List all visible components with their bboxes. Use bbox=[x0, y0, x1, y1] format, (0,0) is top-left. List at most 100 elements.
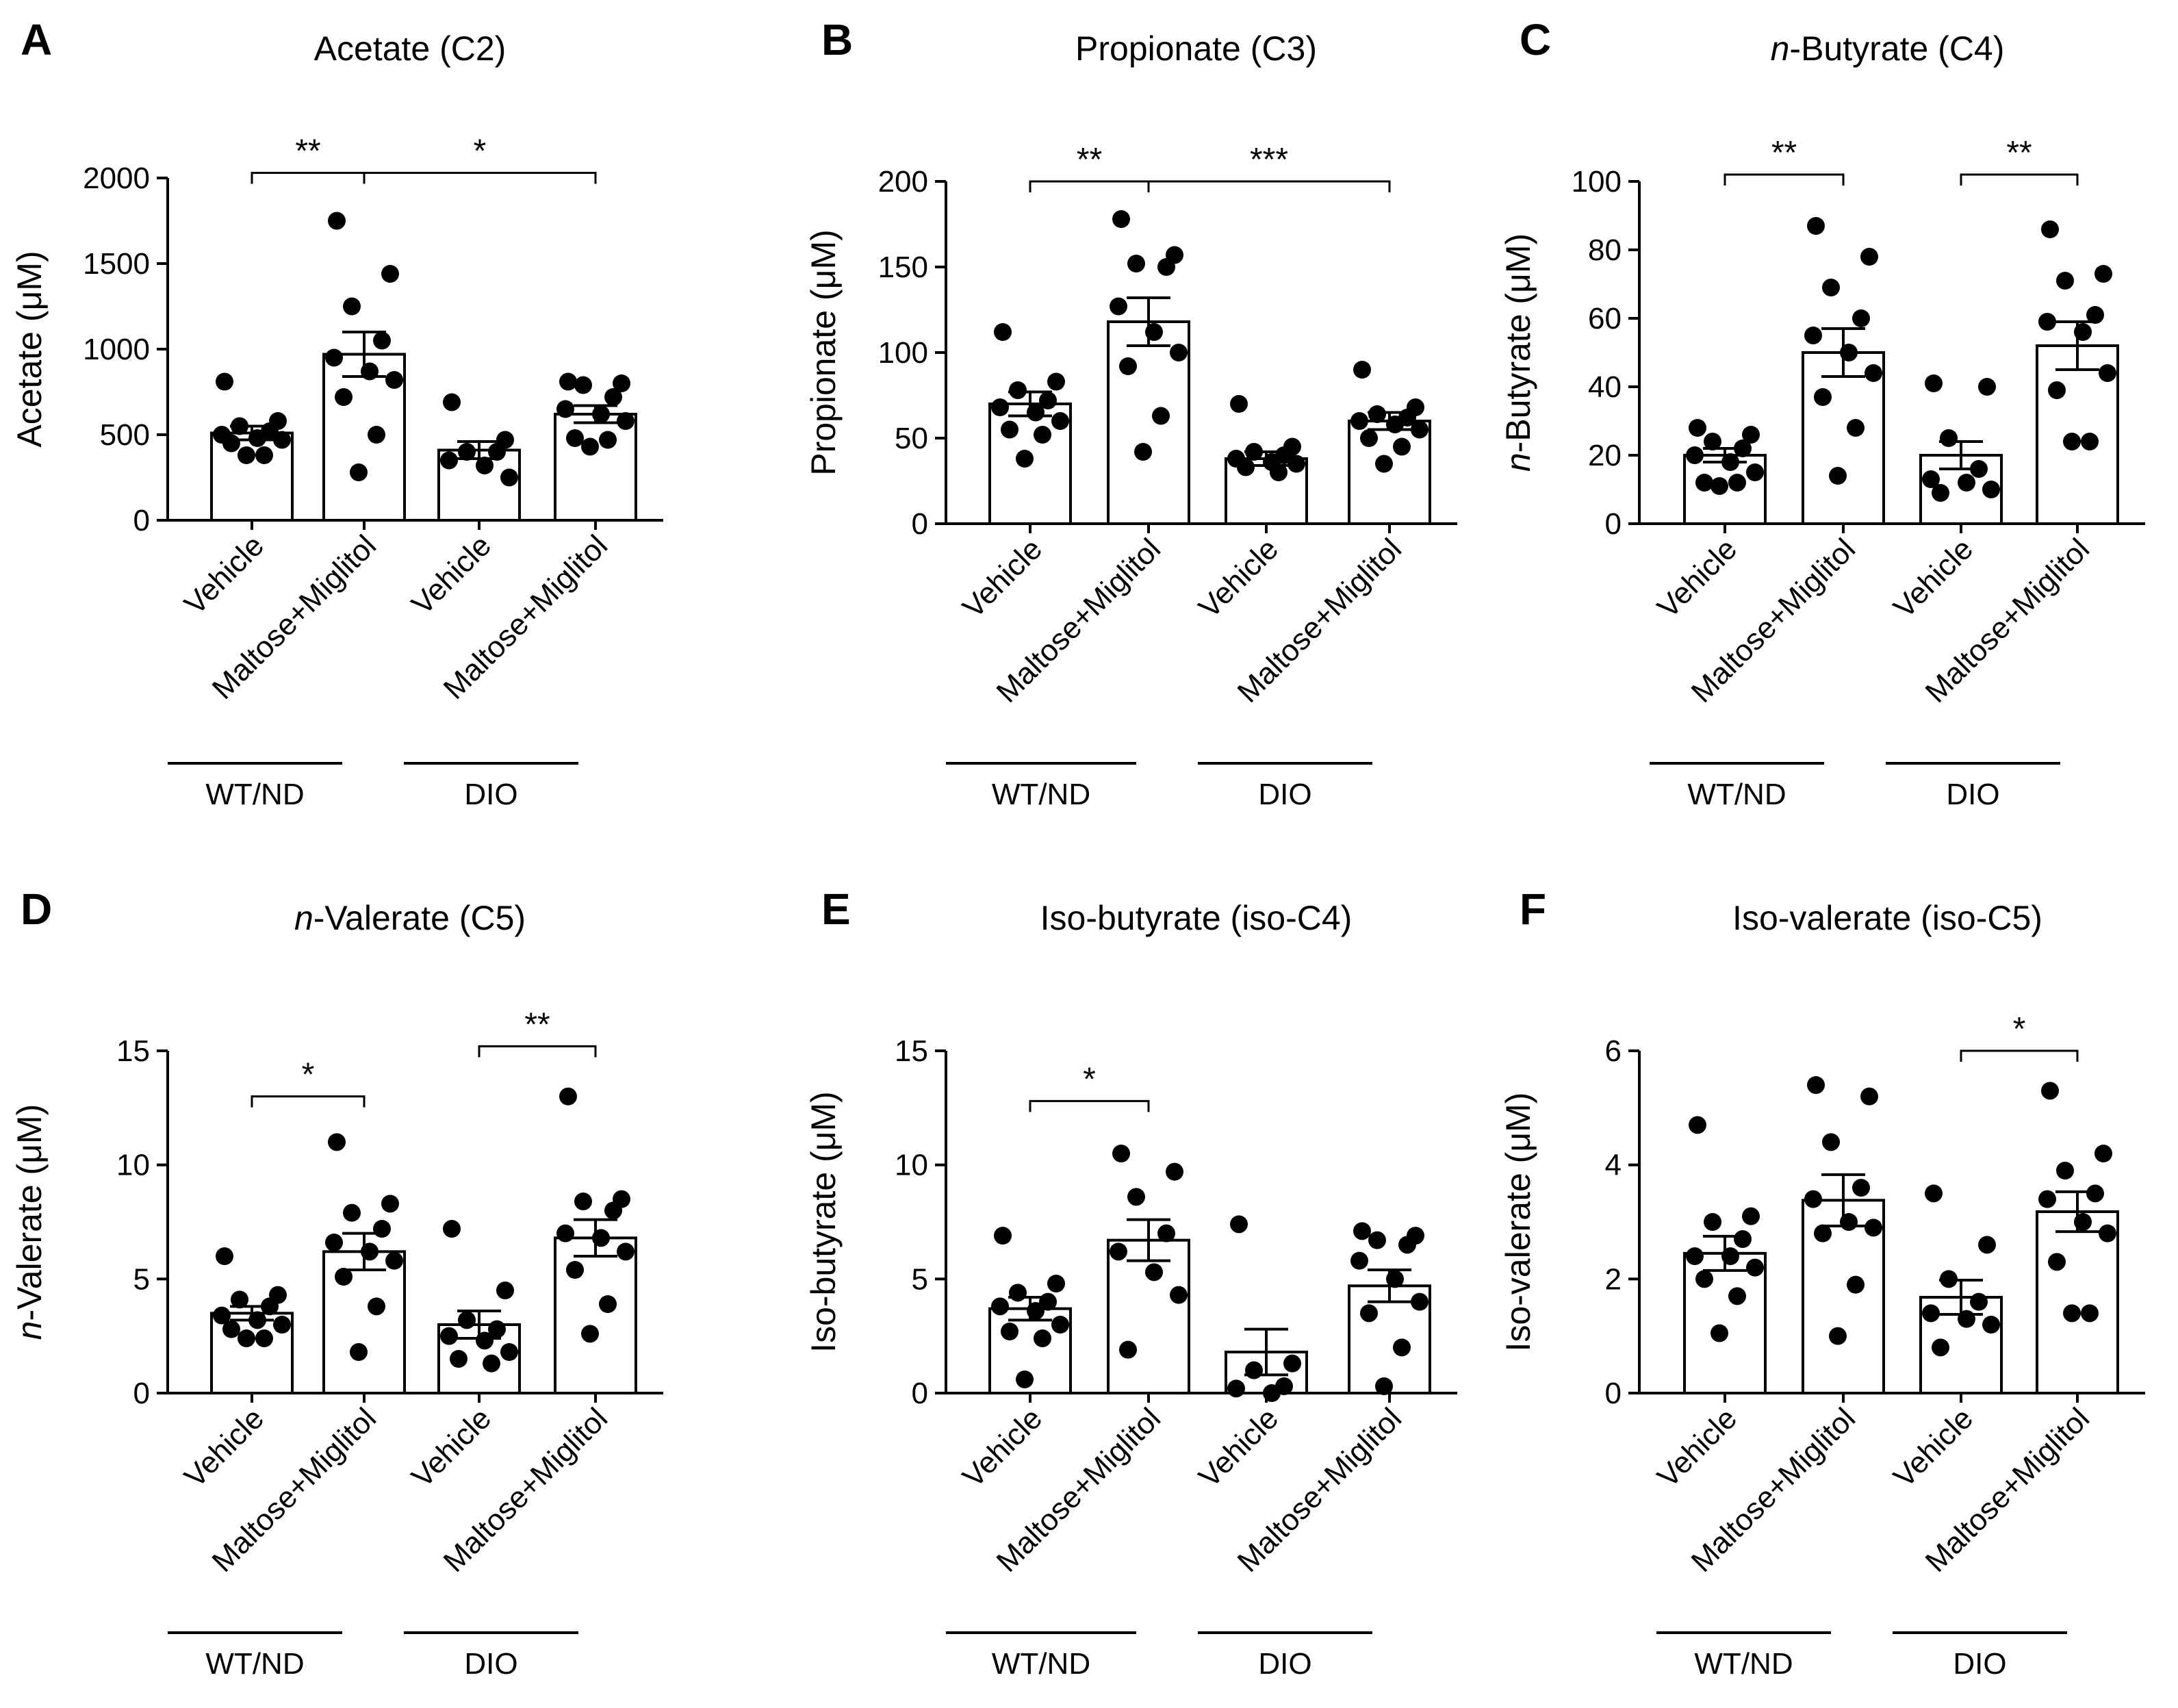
data-point bbox=[1958, 474, 1975, 492]
y-tick-label: 100 bbox=[1572, 165, 1622, 199]
y-tick-label: 5 bbox=[912, 1262, 928, 1296]
y-tick-label: 0 bbox=[1605, 507, 1622, 541]
data-point bbox=[1932, 484, 1949, 502]
data-point bbox=[1051, 1316, 1069, 1334]
data-point bbox=[1940, 1270, 1958, 1288]
chart-title: Propionate (C3) bbox=[1075, 29, 1317, 68]
data-point bbox=[476, 1331, 494, 1350]
group-label: DIO bbox=[1946, 778, 1999, 811]
data-point bbox=[617, 412, 635, 430]
data-point bbox=[599, 1295, 617, 1313]
data-point bbox=[361, 1242, 379, 1261]
data-point bbox=[1852, 1179, 1870, 1197]
data-point bbox=[368, 1297, 385, 1316]
y-tick-label: 5 bbox=[133, 1262, 150, 1296]
data-point bbox=[238, 446, 255, 464]
bar bbox=[1107, 1238, 1190, 1395]
data-point bbox=[2094, 1145, 2112, 1162]
data-point bbox=[1034, 1329, 1051, 1347]
data-point bbox=[1145, 323, 1163, 341]
significance-bracket bbox=[1724, 173, 1845, 186]
data-point bbox=[1847, 419, 1865, 437]
significance-bracket bbox=[251, 172, 366, 184]
data-point bbox=[1398, 1236, 1416, 1254]
y-tick-label: 20 bbox=[1588, 439, 1622, 472]
significance-bracket bbox=[478, 1045, 597, 1058]
data-point bbox=[1411, 1292, 1428, 1311]
panel-a: A Acetate (C2) Acetate (μM) 0 500 1000 1500 20… bbox=[10, 15, 663, 811]
data-point bbox=[1746, 463, 1764, 481]
y-axis-label: n-Butyrate (μM) bbox=[1499, 233, 1537, 472]
category-label: Vehicle bbox=[956, 532, 1049, 624]
data-point bbox=[255, 1329, 273, 1347]
y-tick-label: 0 bbox=[912, 507, 928, 541]
data-point bbox=[1127, 1188, 1145, 1206]
data-point bbox=[500, 1343, 518, 1361]
data-point bbox=[1283, 1354, 1301, 1373]
significance-label: ** bbox=[524, 1006, 550, 1043]
data-point bbox=[381, 1195, 399, 1213]
category-label: Vehicle bbox=[1887, 1401, 1980, 1494]
data-point bbox=[991, 398, 1009, 416]
data-point bbox=[2081, 1304, 2099, 1323]
data-point bbox=[1728, 1287, 1746, 1305]
data-point bbox=[1287, 455, 1305, 473]
data-point bbox=[1814, 1224, 1832, 1242]
data-point bbox=[1807, 1076, 1825, 1094]
data-point bbox=[1982, 1316, 2000, 1334]
data-point bbox=[2081, 433, 2099, 450]
significance-bracket bbox=[1960, 1049, 2079, 1062]
data-point bbox=[1734, 439, 1752, 457]
data-point bbox=[1695, 1270, 1713, 1288]
panel-letter: F bbox=[1520, 884, 1546, 934]
data-point bbox=[350, 1343, 368, 1361]
data-point bbox=[2041, 220, 2059, 238]
data-point bbox=[1704, 1213, 1721, 1231]
y-tick-label: 80 bbox=[1588, 233, 1622, 267]
data-point bbox=[604, 1201, 622, 1220]
title-italic-part: n bbox=[294, 899, 313, 937]
group-label: WT/ND bbox=[205, 1647, 304, 1681]
data-point bbox=[559, 1087, 577, 1106]
category-label: Vehicle bbox=[405, 528, 498, 621]
data-point bbox=[443, 1220, 461, 1238]
data-point bbox=[1127, 255, 1145, 272]
data-point bbox=[1051, 412, 1069, 430]
data-point bbox=[1742, 426, 1760, 444]
data-point bbox=[1157, 1224, 1175, 1242]
significance-bracket bbox=[1029, 180, 1150, 192]
chart-title: Iso-valerate (iso-C5) bbox=[1732, 899, 2042, 937]
data-point bbox=[1970, 1292, 1988, 1311]
data-point bbox=[1027, 1302, 1045, 1320]
data-point bbox=[213, 1306, 231, 1325]
data-point bbox=[381, 265, 399, 283]
data-point bbox=[328, 212, 346, 230]
data-point bbox=[1119, 1340, 1137, 1359]
data-point bbox=[2099, 364, 2116, 382]
data-point bbox=[368, 426, 385, 444]
y-tick-label: 10 bbox=[116, 1149, 150, 1182]
data-point bbox=[216, 1247, 233, 1265]
significance-label: *** bbox=[1250, 142, 1288, 178]
data-point bbox=[1393, 437, 1411, 456]
data-point bbox=[617, 1242, 635, 1261]
data-point bbox=[1721, 453, 1739, 471]
data-point bbox=[556, 400, 574, 418]
group-label: WT/ND bbox=[1687, 778, 1786, 811]
data-point bbox=[1166, 1162, 1183, 1181]
data-point bbox=[1840, 1213, 1858, 1231]
data-point bbox=[1804, 327, 1822, 344]
data-point bbox=[566, 1261, 584, 1279]
data-point bbox=[1001, 420, 1018, 439]
significance-bracket bbox=[363, 172, 597, 184]
data-point bbox=[1152, 407, 1170, 425]
data-point bbox=[2074, 323, 2092, 341]
data-point bbox=[1978, 378, 1996, 396]
data-point bbox=[440, 451, 458, 470]
data-point bbox=[385, 1251, 403, 1270]
data-point bbox=[1925, 1184, 1943, 1203]
y-tick-label: 60 bbox=[1588, 302, 1622, 335]
data-point bbox=[1112, 1145, 1130, 1162]
data-point bbox=[1746, 1258, 1764, 1277]
